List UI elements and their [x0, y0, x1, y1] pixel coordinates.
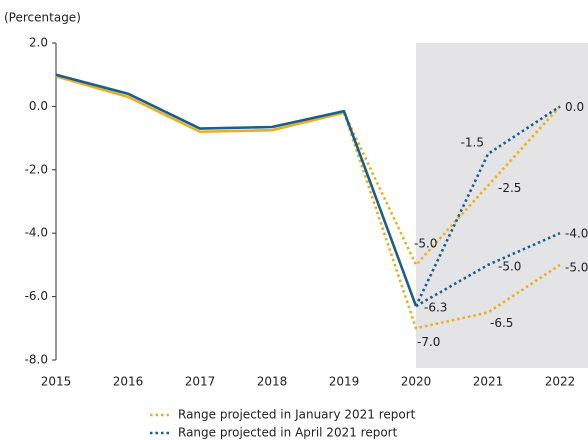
actual-line: [55, 73, 418, 307]
value-label: -6.5: [490, 316, 513, 330]
y-tick-label: -4.0: [25, 226, 48, 240]
x-tick-label: 2017: [185, 375, 216, 389]
y-tick-label: 0.0: [29, 99, 48, 113]
x-tick-label: 2018: [257, 375, 288, 389]
projection-line: [414, 105, 561, 307]
x-tick-label: 2016: [113, 375, 144, 389]
x-tick-label: 2022: [545, 375, 576, 389]
y-tick-label: -6.0: [25, 289, 48, 303]
y-axis-label: (Percentage): [4, 11, 81, 25]
y-tick-label: 2.0: [29, 36, 48, 50]
x-tick-label: 2015: [41, 375, 72, 389]
x-tick-label: 2021: [473, 375, 504, 389]
y-tick-label: -8.0: [25, 353, 48, 367]
x-tick-label: 2019: [329, 375, 360, 389]
value-label: -4.0: [565, 227, 588, 241]
value-label: 0.0: [565, 100, 584, 114]
value-label: -7.0: [417, 335, 440, 349]
projection-line: [342, 105, 561, 267]
projection-line: [415, 232, 561, 308]
y-tick-label: -2.0: [25, 162, 48, 176]
value-label: -6.3: [424, 301, 447, 315]
x-tick-label: 2020: [401, 375, 432, 389]
actual-line: [55, 75, 345, 134]
value-label: -2.5: [498, 181, 521, 195]
projection-line: [342, 112, 561, 330]
value-label: -5.0: [498, 259, 521, 273]
value-label: -1.5: [461, 135, 484, 149]
value-label: -5.0: [414, 236, 437, 250]
projection-shade: [416, 43, 588, 368]
legend-label: Range projected in April 2021 report: [178, 426, 398, 440]
legend-label: Range projected in January 2021 report: [178, 408, 416, 422]
value-label: -5.0: [565, 260, 588, 274]
